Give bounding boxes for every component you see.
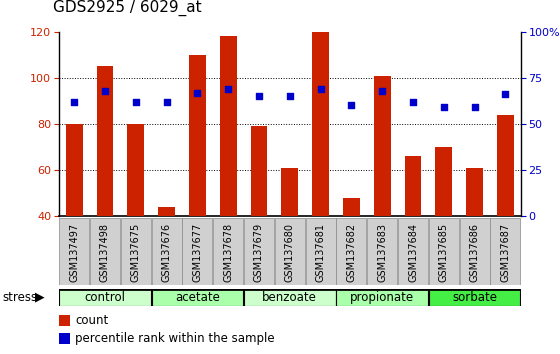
FancyBboxPatch shape [152,289,243,306]
Bar [312,32,329,216]
Bar [96,67,114,216]
FancyBboxPatch shape [398,218,428,285]
Bar [374,76,391,216]
FancyBboxPatch shape [244,289,335,306]
Text: GSM137685: GSM137685 [439,223,449,282]
FancyBboxPatch shape [90,218,120,285]
Text: benzoate: benzoate [263,291,317,304]
FancyBboxPatch shape [59,289,151,306]
Bar [281,168,298,216]
Text: propionate: propionate [350,291,414,304]
Point [378,88,387,93]
Text: GSM137686: GSM137686 [470,223,479,282]
FancyBboxPatch shape [244,218,274,285]
Text: GSM137679: GSM137679 [254,223,264,282]
Text: ▶: ▶ [35,291,44,304]
Text: GSM137680: GSM137680 [285,223,295,282]
Bar [343,198,360,216]
Bar [59,333,70,344]
Bar [66,124,83,216]
Bar [404,156,422,216]
Text: percentile rank within the sample: percentile rank within the sample [75,332,274,345]
FancyBboxPatch shape [367,218,397,285]
Point [69,99,78,105]
Point [224,86,233,92]
Point [131,99,140,105]
FancyBboxPatch shape [337,218,366,285]
FancyBboxPatch shape [460,218,489,285]
Point [439,104,448,110]
Bar [220,36,237,216]
Point [162,99,171,105]
Bar [59,315,70,326]
FancyBboxPatch shape [275,218,305,285]
Text: GSM137677: GSM137677 [193,223,202,282]
FancyBboxPatch shape [152,218,181,285]
Text: GSM137497: GSM137497 [69,223,79,282]
Bar [250,126,268,216]
Point [101,88,110,93]
Text: GSM137687: GSM137687 [501,223,510,282]
Point [501,92,510,97]
Text: GSM137675: GSM137675 [131,223,141,282]
Bar [497,115,514,216]
FancyBboxPatch shape [121,218,151,285]
FancyBboxPatch shape [429,289,520,306]
Text: GDS2925 / 6029_at: GDS2925 / 6029_at [53,0,202,16]
Text: GSM137681: GSM137681 [316,223,325,282]
Point [316,86,325,92]
FancyBboxPatch shape [306,218,335,285]
Point [285,93,295,99]
FancyBboxPatch shape [337,289,428,306]
FancyBboxPatch shape [429,218,459,285]
Bar [189,55,206,216]
Text: acetate: acetate [175,291,220,304]
Point [409,99,418,105]
Point [193,90,202,96]
Text: sorbate: sorbate [452,291,497,304]
Text: GSM137498: GSM137498 [100,223,110,282]
Text: GSM137683: GSM137683 [377,223,387,282]
Text: GSM137684: GSM137684 [408,223,418,282]
Text: GSM137678: GSM137678 [223,223,233,282]
Bar [466,168,483,216]
FancyBboxPatch shape [213,218,243,285]
Point [470,104,479,110]
Text: GSM137682: GSM137682 [347,223,356,282]
Text: count: count [75,314,108,327]
Point [254,93,263,99]
FancyBboxPatch shape [59,218,89,285]
Text: stress: stress [3,291,38,304]
FancyBboxPatch shape [183,218,212,285]
Text: control: control [85,291,125,304]
FancyBboxPatch shape [491,218,520,285]
Bar [158,207,175,216]
Bar [435,147,452,216]
Point [347,103,356,108]
Text: GSM137676: GSM137676 [162,223,171,282]
Bar [127,124,144,216]
